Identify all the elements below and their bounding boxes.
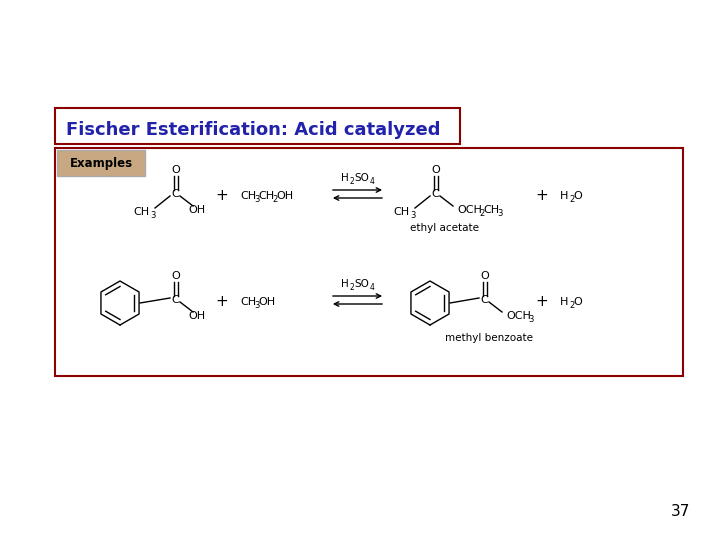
Text: OH: OH [189, 311, 206, 321]
Text: C: C [171, 295, 179, 305]
Text: OH: OH [189, 205, 206, 215]
Text: H: H [560, 191, 568, 201]
Text: OCH: OCH [506, 311, 531, 321]
Text: SO: SO [354, 279, 369, 289]
Text: +: + [215, 188, 228, 204]
Text: O: O [573, 297, 582, 307]
Text: 4: 4 [370, 178, 375, 186]
Text: CH: CH [483, 205, 499, 215]
Text: CH: CH [240, 191, 256, 201]
Bar [55, 148, 683, 376]
Bar [57, 150, 145, 176]
Text: 2: 2 [350, 284, 355, 293]
Text: 2: 2 [569, 301, 575, 310]
Text: O: O [481, 271, 490, 281]
Text: 3: 3 [254, 301, 259, 310]
Text: H: H [560, 297, 568, 307]
Text: CH: CH [133, 207, 149, 217]
Text: Fischer Esterification: Acid catalyzed: Fischer Esterification: Acid catalyzed [66, 121, 441, 139]
Text: ethyl acetate: ethyl acetate [410, 223, 480, 233]
Text: 2: 2 [272, 195, 277, 205]
Text: OH: OH [258, 297, 275, 307]
Text: 3: 3 [528, 315, 534, 325]
Text: +: + [536, 294, 549, 309]
Bar [55, 108, 460, 144]
Text: SO: SO [354, 173, 369, 183]
Text: 3: 3 [410, 212, 415, 220]
Text: 3: 3 [497, 210, 503, 219]
Text: C: C [171, 189, 179, 199]
Text: CH: CH [258, 191, 274, 201]
Text: 2: 2 [479, 210, 485, 219]
Text: CH: CH [393, 207, 409, 217]
Text: O: O [431, 165, 441, 175]
Text: O: O [573, 191, 582, 201]
Text: CH: CH [240, 297, 256, 307]
Text: OH: OH [276, 191, 293, 201]
Text: Examples: Examples [69, 157, 132, 170]
Text: H: H [341, 279, 348, 289]
Text: O: O [171, 165, 181, 175]
Text: methyl benzoate: methyl benzoate [445, 333, 533, 343]
Text: 4: 4 [370, 284, 375, 293]
Text: O: O [171, 271, 181, 281]
Text: 37: 37 [670, 504, 690, 519]
Text: 3: 3 [254, 195, 259, 205]
Text: 3: 3 [150, 212, 156, 220]
Text: C: C [431, 189, 439, 199]
Text: OCH: OCH [457, 205, 482, 215]
Text: +: + [536, 188, 549, 204]
Text: 2: 2 [350, 178, 355, 186]
Text: 2: 2 [569, 195, 575, 205]
Text: C: C [480, 295, 488, 305]
Text: +: + [215, 294, 228, 309]
Text: H: H [341, 173, 348, 183]
